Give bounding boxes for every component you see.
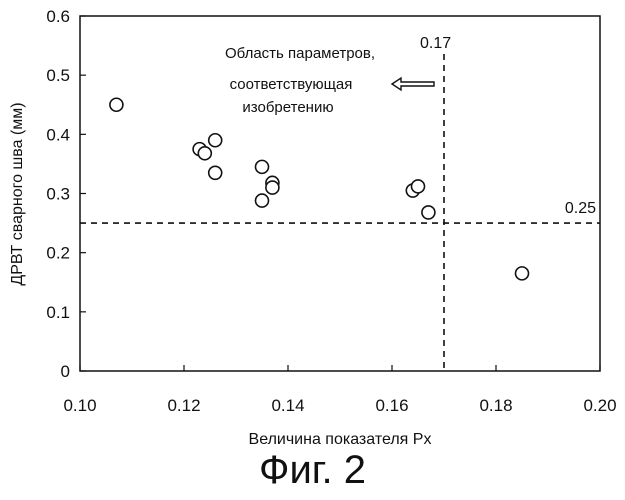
x-tick-label: 0.18 [479, 396, 512, 415]
horizontal-reference-label: 0.25 [565, 200, 596, 217]
figure-caption: Фиг. 2 [0, 448, 625, 493]
x-tick-label: 0.12 [167, 396, 200, 415]
y-tick-label: 0 [61, 362, 70, 381]
data-point [516, 267, 529, 280]
y-tick-label: 0.6 [46, 7, 70, 26]
data-point [422, 206, 435, 219]
y-tick-label: 0.3 [46, 185, 70, 204]
x-tick-label: 0.20 [583, 396, 616, 415]
y-tick-label: 0.5 [46, 66, 70, 85]
plot-area-frame [80, 16, 600, 371]
annotation-line-2: соответствующая [230, 76, 353, 93]
x-axis-title: Величина показателя Px [249, 431, 432, 448]
annotation-line-1: Область параметров, [225, 45, 375, 62]
vertical-reference-label: 0.17 [420, 35, 451, 52]
data-point [110, 98, 123, 111]
data-point [266, 181, 279, 194]
y-tick-label: 0.1 [46, 303, 70, 322]
annotation-arrow-icon [392, 78, 434, 90]
x-axis: 0.10 0.12 0.14 0.16 0.18 0.20 [63, 365, 616, 415]
annotation: Область параметров, соответствующая изоб… [225, 45, 434, 116]
data-point [209, 166, 222, 179]
y-axis-title: ДРВТ сварного шва (мм) [9, 102, 26, 285]
x-tick-label: 0.16 [375, 396, 408, 415]
y-tick-label: 0.2 [46, 244, 70, 263]
annotation-line-3: изобретению [242, 99, 333, 116]
data-point [198, 147, 211, 160]
x-tick-label: 0.10 [63, 396, 96, 415]
data-points [110, 98, 529, 280]
x-tick-label: 0.14 [271, 396, 304, 415]
data-point [256, 194, 269, 207]
data-point [256, 160, 269, 173]
data-point [412, 180, 425, 193]
data-point [209, 134, 222, 147]
y-tick-label: 0.4 [46, 125, 70, 144]
